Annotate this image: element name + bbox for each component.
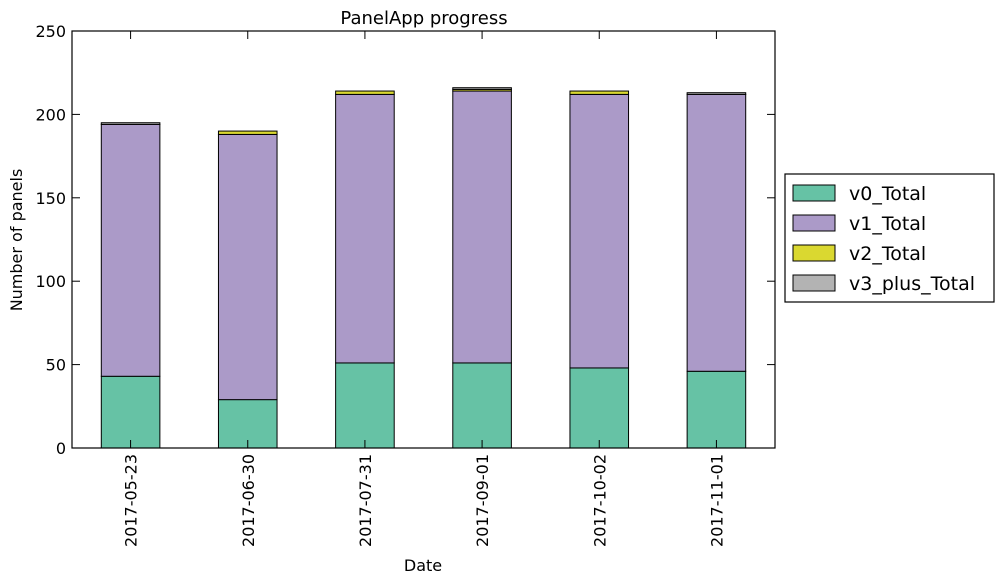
- bar-v2_Total-2017-06-30: [217, 130, 278, 135]
- x-tick-label: 2017-05-23: [122, 454, 141, 547]
- y-tick-label: 250: [35, 22, 66, 41]
- y-tick-label: 0: [56, 439, 66, 458]
- legend-label-v3_plus_Total: v3_plus_Total: [849, 273, 975, 295]
- bar-v1_Total-2017-05-23: [100, 123, 161, 377]
- x-tick-label: 2017-07-31: [356, 454, 375, 547]
- y-tick-label: 150: [35, 189, 66, 208]
- bar-v2_Total-2017-07-31: [335, 90, 395, 95]
- y-tick-label: 200: [35, 105, 66, 124]
- x-axis-label: Date: [404, 556, 442, 575]
- legend-label-v0_Total: v0_Total: [849, 183, 926, 205]
- bar-v1_Total-2017-11-01: [686, 93, 747, 372]
- bar-v1_Total-2017-10-02: [569, 93, 630, 369]
- ticks-group: 0 50 100 150 200 250 2017-05-23 2017-06-30 2017-…: [35, 22, 775, 547]
- legend-label-v2_Total: v2_Total: [849, 243, 926, 265]
- legend-swatch-v3_plus_Total: [792, 274, 836, 292]
- plot-frame: [71, 30, 776, 449]
- bar-v0_Total-2017-11-01: [686, 370, 747, 449]
- legend-swatch-v2_Total: [792, 244, 836, 262]
- bar-v0_Total-2017-09-01: [452, 362, 512, 449]
- legend: v0_Total v1_Total v2_Total v3_plus_Total: [784, 173, 995, 303]
- bar-v0_Total-2017-06-30: [217, 399, 278, 449]
- bar-v0_Total-2017-05-23: [100, 375, 161, 449]
- bar-v3_plus_Total-2017-11-01: [686, 92, 747, 95]
- bar-v1_Total-2017-06-30: [217, 133, 278, 401]
- chart-title: PanelApp progress: [340, 8, 507, 29]
- legend-swatch-v1_Total: [792, 214, 836, 232]
- y-axis-label: Number of panels: [7, 169, 26, 312]
- bar-v1_Total-2017-09-01: [452, 90, 512, 364]
- bars-group: [100, 87, 747, 449]
- bar-v1_Total-2017-07-31: [335, 93, 395, 364]
- bar-v0_Total-2017-07-31: [335, 362, 395, 449]
- bar-v0_Total-2017-10-02: [569, 367, 630, 449]
- x-tick-label: 2017-09-01: [473, 454, 492, 547]
- y-tick-label: 50: [46, 356, 66, 375]
- legend-swatch-v0_Total: [792, 184, 836, 202]
- bar-v3_plus_Total-2017-05-23: [100, 122, 161, 125]
- bar-v2_Total-2017-10-02: [569, 90, 630, 95]
- x-tick-label: 2017-11-01: [707, 454, 726, 547]
- y-tick-label: 100: [35, 272, 66, 291]
- legend-label-v1_Total: v1_Total: [849, 213, 926, 235]
- x-tick-label: 2017-06-30: [239, 454, 258, 547]
- x-tick-label: 2017-10-02: [590, 454, 609, 547]
- bar-v3_plus_Total-2017-09-01: [452, 87, 512, 90]
